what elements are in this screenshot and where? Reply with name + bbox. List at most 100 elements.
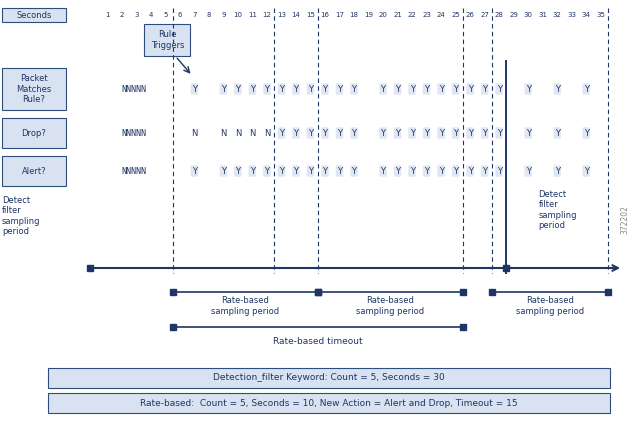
Text: Y: Y <box>497 85 502 94</box>
Text: 25: 25 <box>451 12 460 18</box>
Text: Y: Y <box>279 129 284 138</box>
Text: Y: Y <box>323 85 328 94</box>
Text: Y: Y <box>323 167 328 176</box>
Text: Y: Y <box>453 85 458 94</box>
Text: Seconds: Seconds <box>17 10 51 20</box>
Text: Y: Y <box>439 129 444 138</box>
Text: Rate-based:  Count = 5, Seconds = 10, New Action = Alert and Drop, Timeout = 15: Rate-based: Count = 5, Seconds = 10, New… <box>140 399 518 408</box>
Text: 4: 4 <box>149 12 153 18</box>
Text: 8: 8 <box>206 12 211 18</box>
Text: Rate-based
sampling period: Rate-based sampling period <box>211 296 279 316</box>
Text: Y: Y <box>410 85 415 94</box>
Text: Y: Y <box>584 129 589 138</box>
Text: Y: Y <box>308 85 313 94</box>
Text: Y: Y <box>380 129 385 138</box>
Text: Y: Y <box>526 167 531 176</box>
Bar <box>48 368 610 388</box>
Text: 28: 28 <box>495 12 504 18</box>
Text: 35: 35 <box>596 12 605 18</box>
Text: 32: 32 <box>552 12 561 18</box>
Text: Y: Y <box>555 129 559 138</box>
Text: Y: Y <box>555 85 559 94</box>
Text: Detect
filter
sampling
period: Detect filter sampling period <box>2 196 41 236</box>
Text: Y: Y <box>192 85 197 94</box>
Text: Y: Y <box>497 167 502 176</box>
Text: 14: 14 <box>291 12 300 18</box>
Bar <box>48 393 610 413</box>
Text: Y: Y <box>380 167 385 176</box>
Text: Y: Y <box>192 167 197 176</box>
Text: 29: 29 <box>509 12 518 18</box>
Text: 23: 23 <box>422 12 431 18</box>
Text: N: N <box>220 129 227 138</box>
Text: Drop?: Drop? <box>22 129 46 138</box>
Text: Y: Y <box>467 167 472 176</box>
Bar <box>2 68 66 110</box>
Text: Y: Y <box>467 85 472 94</box>
Text: Y: Y <box>584 85 589 94</box>
Text: Y: Y <box>279 85 284 94</box>
Text: Rate-based
sampling period: Rate-based sampling period <box>516 296 584 316</box>
Text: 30: 30 <box>524 12 533 18</box>
Text: Rate-based timeout: Rate-based timeout <box>273 337 363 346</box>
Text: Y: Y <box>380 85 385 94</box>
Text: 21: 21 <box>393 12 402 18</box>
Text: N: N <box>249 129 255 138</box>
Bar <box>515 294 585 320</box>
Text: 11: 11 <box>248 12 257 18</box>
Text: Y: Y <box>395 85 400 94</box>
Bar <box>2 156 66 186</box>
Text: 33: 33 <box>567 12 576 18</box>
Bar <box>2 8 66 22</box>
Text: Y: Y <box>352 167 356 176</box>
Text: 12: 12 <box>262 12 271 18</box>
Text: Y: Y <box>526 85 531 94</box>
Text: Y: Y <box>236 85 241 94</box>
Text: 34: 34 <box>582 12 591 18</box>
Text: Rule
Triggers: Rule Triggers <box>150 30 184 50</box>
Text: 20: 20 <box>378 12 387 18</box>
Text: Y: Y <box>439 85 444 94</box>
Text: Y: Y <box>410 167 415 176</box>
Text: 16: 16 <box>321 12 330 18</box>
Text: 2: 2 <box>119 12 124 18</box>
Text: 1: 1 <box>105 12 109 18</box>
Text: 13: 13 <box>277 12 286 18</box>
Text: N: N <box>264 129 270 138</box>
Text: Y: Y <box>293 167 298 176</box>
Text: Detect
filter
sampling
period: Detect filter sampling period <box>538 190 577 230</box>
Text: Y: Y <box>482 167 487 176</box>
Text: 3: 3 <box>134 12 138 18</box>
Text: Y: Y <box>439 167 444 176</box>
Text: 372202: 372202 <box>620 206 629 234</box>
Text: N: N <box>235 129 241 138</box>
Text: Detection_filter Keyword: Count = 5, Seconds = 30: Detection_filter Keyword: Count = 5, Sec… <box>213 374 445 383</box>
Text: Y: Y <box>526 129 531 138</box>
Text: Y: Y <box>308 129 313 138</box>
Text: 24: 24 <box>437 12 446 18</box>
Text: 7: 7 <box>192 12 197 18</box>
Text: 5: 5 <box>163 12 168 18</box>
Text: 19: 19 <box>364 12 373 18</box>
Text: Y: Y <box>250 85 255 94</box>
Bar <box>2 118 66 148</box>
Text: 9: 9 <box>221 12 225 18</box>
Text: 31: 31 <box>538 12 547 18</box>
Text: 22: 22 <box>408 12 417 18</box>
Text: Y: Y <box>395 129 400 138</box>
Text: Y: Y <box>264 167 269 176</box>
Text: 15: 15 <box>306 12 315 18</box>
Text: NNNNN: NNNNN <box>122 167 147 176</box>
Text: Y: Y <box>467 129 472 138</box>
Text: Y: Y <box>337 85 342 94</box>
Text: Y: Y <box>308 167 313 176</box>
Text: Alert?: Alert? <box>22 167 46 176</box>
Text: Y: Y <box>236 167 241 176</box>
Text: Packet
Matches
Rule?: Packet Matches Rule? <box>17 74 51 104</box>
Text: Y: Y <box>221 85 226 94</box>
Text: Y: Y <box>410 129 415 138</box>
Text: Y: Y <box>395 167 400 176</box>
Bar <box>356 294 425 320</box>
Text: Y: Y <box>424 85 429 94</box>
Text: NNNNN: NNNNN <box>122 129 147 138</box>
